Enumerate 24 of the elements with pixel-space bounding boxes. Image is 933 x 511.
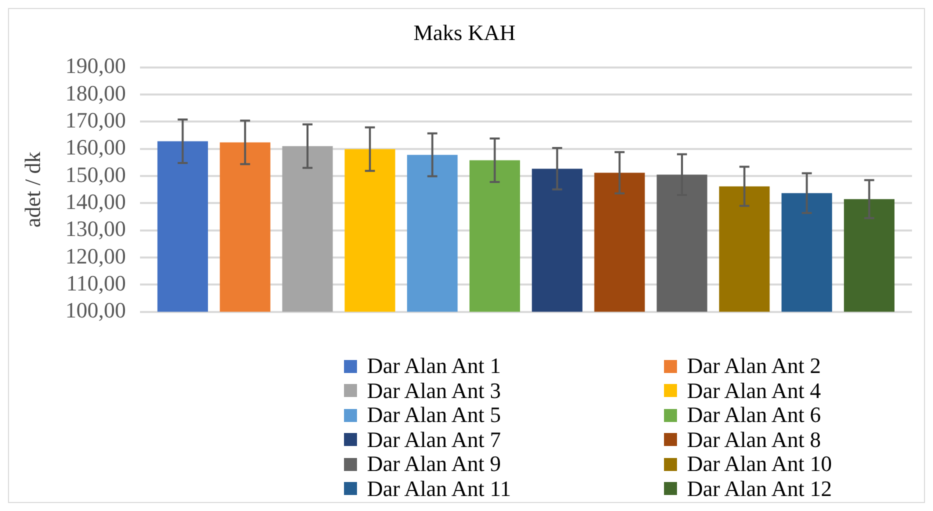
legend-label: Dar Alan Ant 4 <box>687 378 821 404</box>
y-tick-label: 180,00 <box>65 80 126 106</box>
legend-label: Dar Alan Ant 1 <box>367 353 501 380</box>
legend-label: Dar Alan Ant 3 <box>367 378 501 404</box>
legend-label: Dar Alan Ant 2 <box>687 353 821 380</box>
y-axis-title: adet / dk <box>20 152 45 228</box>
legend-label: Dar Alan Ant 12 <box>687 476 832 502</box>
y-tick-label: 150,00 <box>65 162 126 187</box>
y-tick-label: 100,00 <box>65 298 126 323</box>
y-tick-label: 190,00 <box>65 53 126 78</box>
y-tick-label: 160,00 <box>65 134 126 160</box>
legend-label: Dar Alan Ant 7 <box>367 426 501 453</box>
legend-label: Dar Alan Ant 5 <box>367 402 501 428</box>
y-tick-label: 140,00 <box>65 188 126 214</box>
y-tick-label: 170,00 <box>65 107 126 132</box>
legend-label: Dar Alan Ant 8 <box>687 426 821 453</box>
legend-label: Dar Alan Ant 10 <box>687 451 832 478</box>
legend-label: Dar Alan Ant 6 <box>687 402 821 428</box>
y-tick-label: 120,00 <box>65 243 126 268</box>
legend-label: Dar Alan Ant 9 <box>367 451 501 478</box>
y-tick-label: 110,00 <box>66 270 126 296</box>
y-tick-label: 130,00 <box>65 216 126 242</box>
chart-title: Maks KAH <box>413 20 516 45</box>
legend-label: Dar Alan Ant 11 <box>367 476 511 502</box>
